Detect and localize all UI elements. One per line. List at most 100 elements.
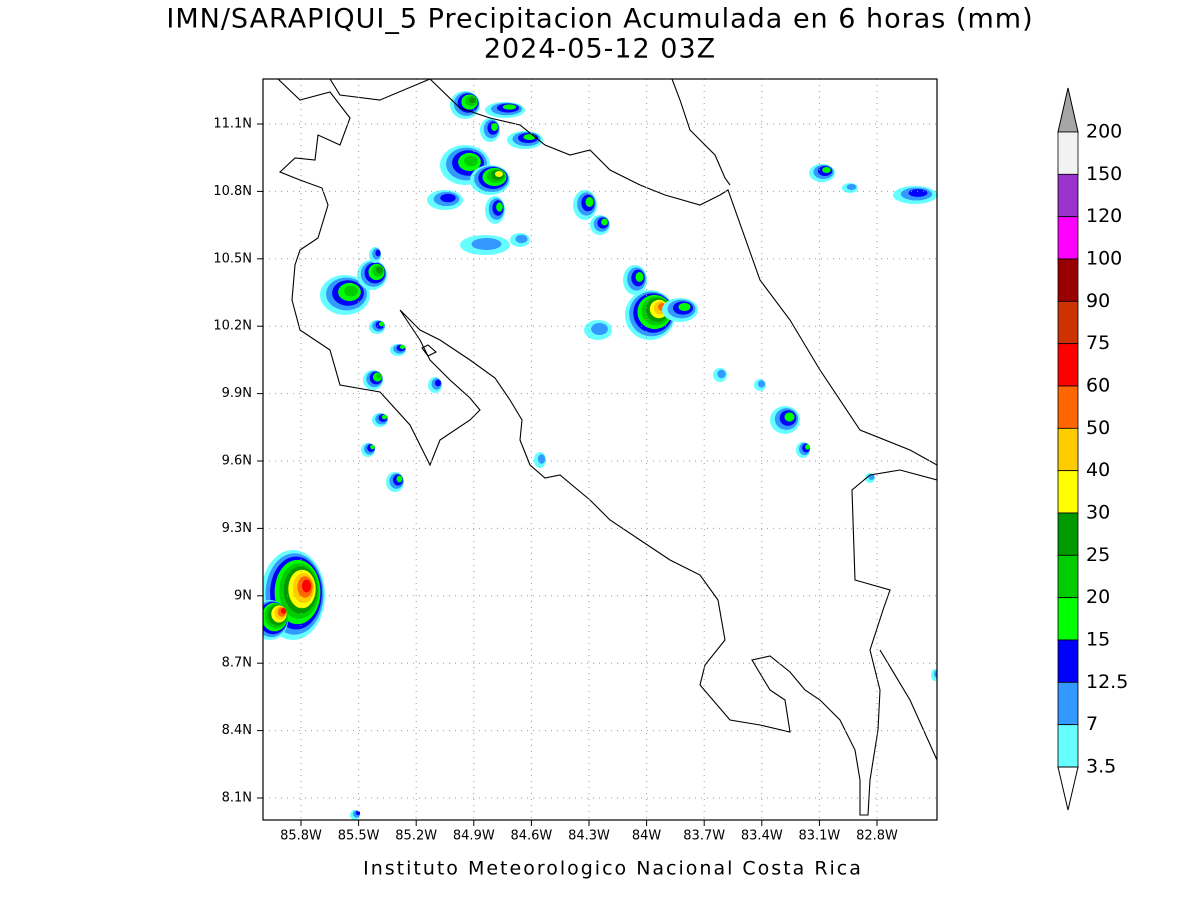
- colorbar-box: [1057, 639, 1079, 683]
- colorbar-box: [1057, 385, 1079, 429]
- colorbar-box: [1057, 470, 1079, 514]
- precip-area: [496, 202, 503, 212]
- precip-area: [523, 134, 536, 140]
- precip-area: [464, 155, 478, 167]
- precip-area: [822, 167, 831, 173]
- precip-area: [370, 444, 375, 450]
- map-title: IMN/SARAPIQUI_5 Precipitacion Acumulada …: [166, 4, 1033, 35]
- precip-area: [934, 670, 937, 678]
- lon-label: 84W: [632, 829, 662, 844]
- graticule: 85.8W 85.5W 85.2W 84.9W 84.6W 84.3W 84W 83.7W 83…: [213, 79, 937, 844]
- precip-area: [805, 444, 810, 450]
- precip-area: [469, 96, 476, 104]
- lat-label: 9.9N: [222, 386, 252, 401]
- colorbar-label: 50: [1086, 417, 1110, 439]
- precip-area: [381, 414, 388, 420]
- footer: Instituto Meteorologico Nacional Costa R…: [363, 858, 863, 880]
- colorbar-label: 120: [1086, 205, 1122, 227]
- colorbar-label: 3.5: [1086, 756, 1116, 778]
- precip-area: [784, 412, 795, 422]
- precip-area: [435, 379, 441, 387]
- colorbar-label: 150: [1086, 163, 1122, 185]
- lat-label: 8.1N: [222, 791, 252, 806]
- precip-area: [376, 266, 383, 274]
- precip-area: [396, 475, 403, 483]
- colorbar-box: [1057, 173, 1079, 218]
- border: [429, 79, 937, 466]
- precip-area: [585, 197, 594, 207]
- precip-area: [757, 380, 766, 388]
- colorbar-box: [1057, 258, 1079, 302]
- lat-label: 8.7N: [222, 656, 252, 671]
- precip-area: [846, 184, 857, 190]
- precip-area: [471, 238, 502, 250]
- border: [329, 79, 431, 101]
- precip-area: [378, 321, 385, 327]
- colorbar-label: 15: [1086, 629, 1110, 651]
- precip-area: [908, 189, 928, 197]
- colorbar-label: 12.5: [1086, 671, 1128, 693]
- lon-label: 84.3W: [568, 829, 610, 844]
- lat-label: 9N: [234, 588, 252, 603]
- lon-label: 85.8W: [280, 829, 322, 844]
- island: [421, 344, 437, 357]
- border: [879, 649, 937, 761]
- precip-area: [495, 171, 503, 177]
- precip-area: [344, 285, 358, 297]
- border: [671, 79, 731, 186]
- colorbar-label: 75: [1086, 332, 1110, 354]
- colorbar-over: [1057, 87, 1079, 133]
- colorbar-under: [1057, 766, 1079, 811]
- precip-area: [301, 579, 312, 593]
- map-subtitle: 2024-05-12 03Z: [484, 34, 716, 65]
- map-frame: [262, 78, 938, 821]
- lat-label: 10.8N: [213, 184, 252, 199]
- colorbar-label: 90: [1086, 290, 1110, 312]
- lat-label: 9.6N: [222, 454, 252, 469]
- colorbar-box: [1057, 512, 1079, 556]
- precipitation: [263, 91, 937, 820]
- lon-label: 84.6W: [510, 829, 552, 844]
- colorbar-label: 25: [1086, 544, 1110, 566]
- coastlines: [277, 79, 937, 816]
- precip-area: [399, 345, 406, 349]
- precip-area: [375, 249, 381, 257]
- precip-area: [491, 123, 498, 131]
- precip-area: [591, 323, 608, 335]
- lon-label: 82.8W: [856, 829, 898, 844]
- colorbar-label: 30: [1086, 502, 1110, 524]
- colorbar-box: [1057, 597, 1079, 641]
- lat-label: 10.5N: [213, 251, 252, 266]
- colorbar-label: 200: [1086, 121, 1122, 143]
- lon-label: 83.4W: [741, 829, 783, 844]
- lat-label: 10.2N: [213, 319, 252, 334]
- precip-area: [502, 104, 517, 110]
- precip-area: [355, 810, 361, 816]
- colorbar-box: [1057, 131, 1079, 175]
- colorbar-box: [1057, 724, 1079, 768]
- lat-label: 8.4N: [222, 723, 252, 738]
- colorbar-label: 20: [1086, 586, 1110, 608]
- colorbar-box: [1057, 300, 1079, 345]
- lat-label: 11.1N: [213, 117, 252, 132]
- lon-label: 85.5W: [338, 829, 380, 844]
- precip-area: [635, 272, 644, 282]
- colorbar-box: [1057, 681, 1079, 726]
- lon-label: 85.2W: [395, 829, 437, 844]
- lat-label: 9.3N: [222, 521, 252, 536]
- precip-area: [376, 373, 382, 379]
- colorbar-label: 40: [1086, 459, 1110, 481]
- lon-label: 83.7W: [683, 829, 725, 844]
- lon-label: 84.9W: [453, 829, 495, 844]
- precip-area: [678, 303, 691, 311]
- colorbar-label: 7: [1086, 713, 1098, 735]
- colorbar-label: 60: [1086, 375, 1110, 397]
- colorbar-label: 100: [1086, 248, 1122, 270]
- colorbar-box: [1057, 216, 1079, 260]
- precip-area: [537, 454, 546, 464]
- precip-area: [515, 234, 528, 244]
- coastline: [277, 79, 937, 816]
- colorbar-box: [1057, 343, 1079, 387]
- lon-label: 83.1W: [798, 829, 840, 844]
